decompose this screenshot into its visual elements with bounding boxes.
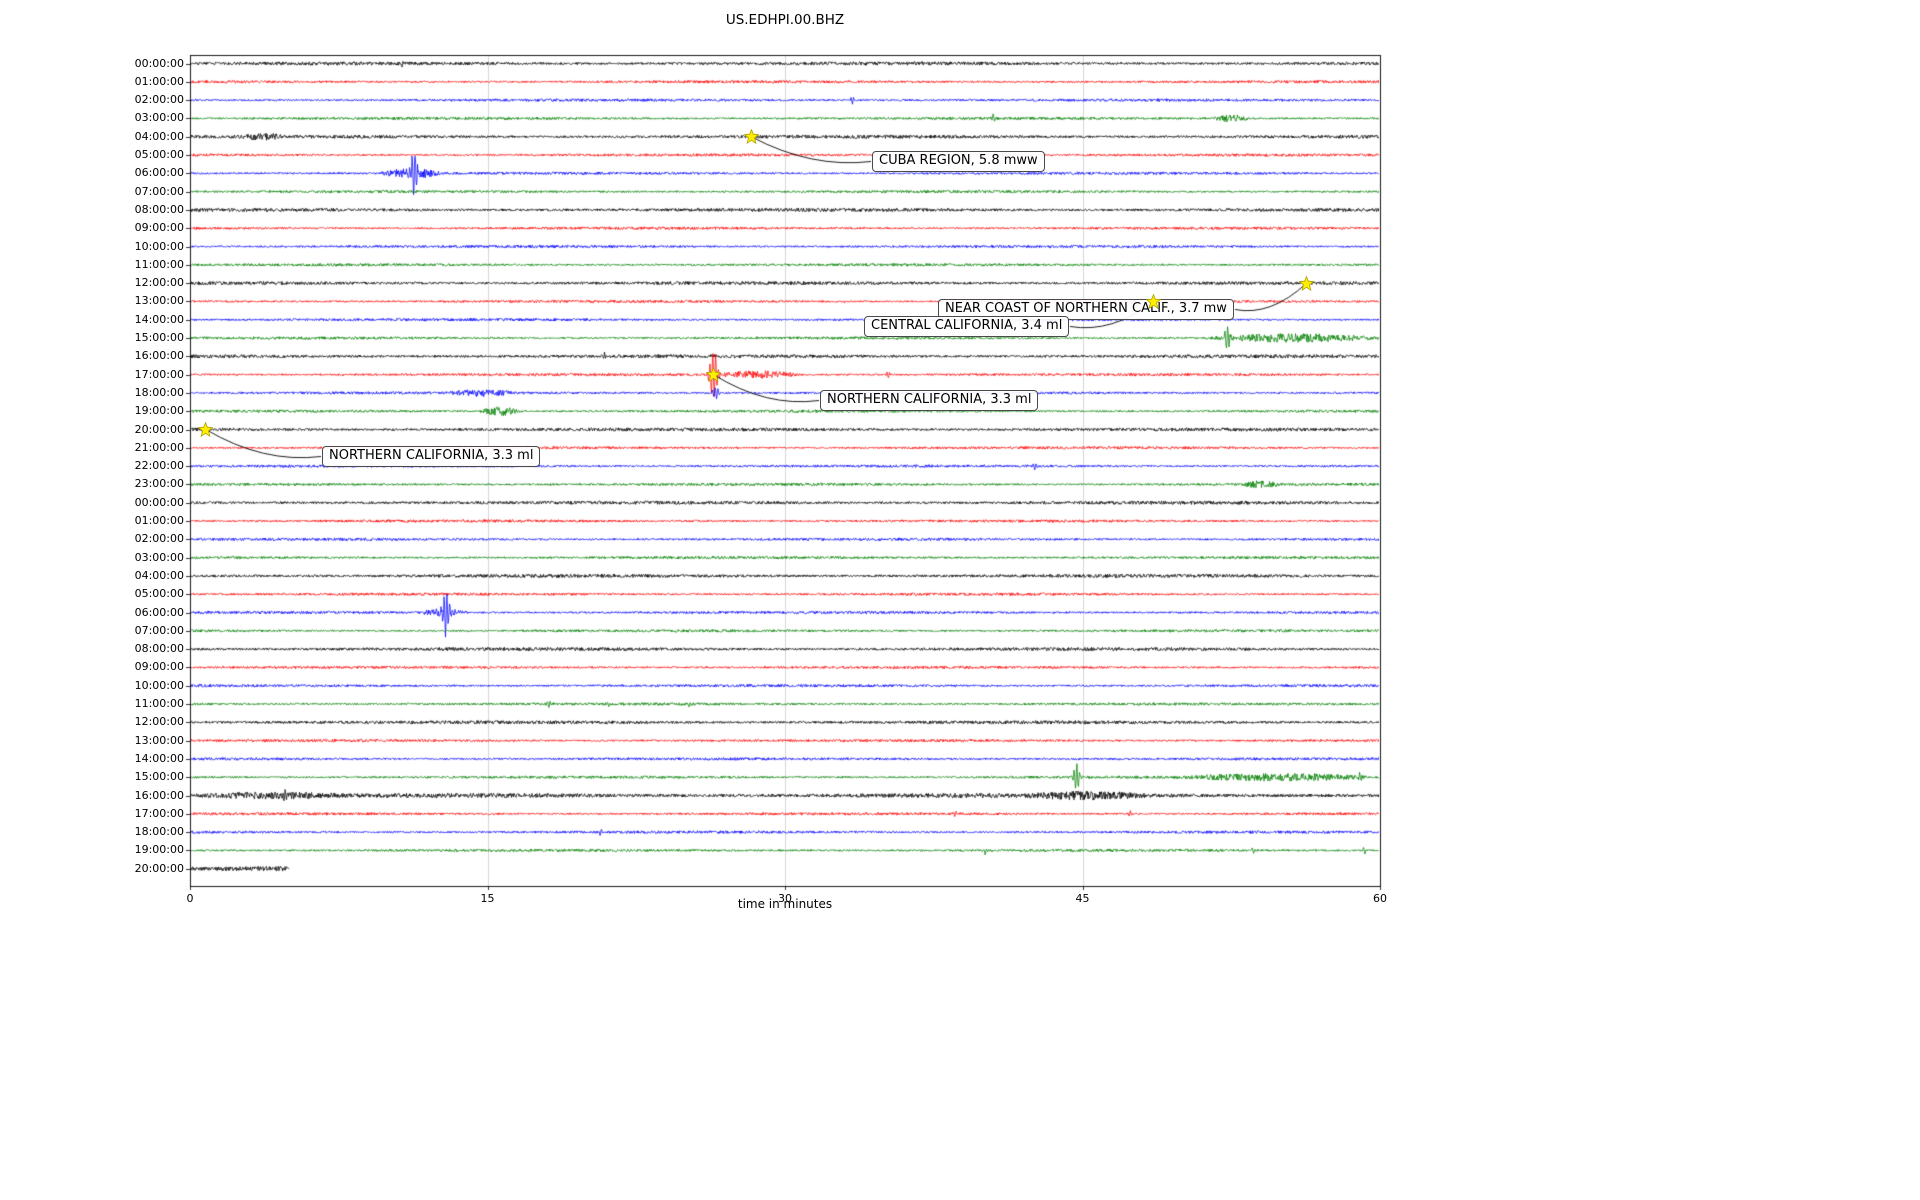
y-tick-label: 12:00:00 (134, 715, 184, 729)
x-tick-label: 15 (480, 892, 495, 905)
y-tick-label: 05:00:00 (134, 587, 184, 601)
y-tick-label: 15:00:00 (134, 770, 184, 784)
y-tick-label: 22:00:00 (134, 459, 184, 473)
x-tick-label: 45 (1075, 892, 1090, 905)
y-tick-label: 10:00:00 (134, 239, 184, 253)
y-tick-label: 07:00:00 (134, 623, 184, 637)
y-tick-label: 15:00:00 (134, 330, 184, 344)
waveform-canvas (0, 0, 1500, 960)
y-tick-label: 08:00:00 (134, 202, 184, 216)
y-tick-label: 17:00:00 (134, 367, 184, 381)
y-tick-label: 13:00:00 (134, 294, 184, 308)
event-label: NEAR COAST OF NORTHERN CALIF., 3.7 mw (938, 299, 1234, 321)
x-axis-label: time in minutes (737, 897, 833, 911)
y-tick-label: 14:00:00 (134, 312, 184, 326)
y-tick-label: 10:00:00 (134, 678, 184, 692)
y-tick-label: 20:00:00 (134, 422, 184, 436)
y-tick-label: 00:00:00 (134, 495, 184, 509)
x-tick-label: 0 (186, 892, 194, 905)
y-tick-label: 21:00:00 (134, 440, 184, 454)
y-tick-label: 03:00:00 (134, 550, 184, 564)
y-tick-label: 00:00:00 (134, 56, 184, 70)
y-tick-label: 13:00:00 (134, 733, 184, 747)
y-tick-label: 16:00:00 (134, 349, 184, 363)
y-tick-label: 16:00:00 (134, 788, 184, 802)
y-tick-label: 02:00:00 (134, 532, 184, 546)
y-tick-label: 14:00:00 (134, 751, 184, 765)
y-tick-label: 17:00:00 (134, 806, 184, 820)
event-label: NORTHERN CALIFORNIA, 3.3 ml (322, 446, 541, 468)
event-label: CENTRAL CALIFORNIA, 3.4 ml (864, 316, 1070, 338)
event-label: NORTHERN CALIFORNIA, 3.3 ml (820, 390, 1039, 412)
y-tick-label: 06:00:00 (134, 605, 184, 619)
y-tick-label: 18:00:00 (134, 385, 184, 399)
y-tick-label: 01:00:00 (134, 513, 184, 527)
y-tick-label: 09:00:00 (134, 660, 184, 674)
x-tick-label: 30 (778, 892, 792, 905)
event-label: CUBA REGION, 5.8 mww (872, 151, 1045, 173)
y-tick-label: 01:00:00 (134, 74, 184, 88)
y-tick-label: 05:00:00 (134, 147, 184, 161)
y-tick-label: 04:00:00 (134, 129, 184, 143)
y-tick-label: 20:00:00 (134, 861, 184, 875)
y-tick-label: 12:00:00 (134, 276, 184, 290)
y-tick-label: 18:00:00 (134, 825, 184, 839)
y-tick-label: 19:00:00 (134, 843, 184, 857)
y-tick-label: 19:00:00 (134, 404, 184, 418)
y-tick-label: 02:00:00 (134, 93, 184, 107)
y-tick-label: 11:00:00 (134, 696, 184, 710)
y-tick-label: 23:00:00 (134, 477, 184, 491)
y-tick-label: 08:00:00 (134, 642, 184, 656)
y-tick-label: 04:00:00 (134, 568, 184, 582)
chart-title: US.EDHPI.00.BHZ (725, 12, 845, 28)
y-tick-label: 09:00:00 (134, 221, 184, 235)
y-tick-label: 11:00:00 (134, 257, 184, 271)
x-tick-label: 60 (1373, 892, 1387, 905)
y-tick-label: 07:00:00 (134, 184, 184, 198)
y-tick-label: 06:00:00 (134, 166, 184, 180)
y-tick-label: 03:00:00 (134, 111, 184, 125)
